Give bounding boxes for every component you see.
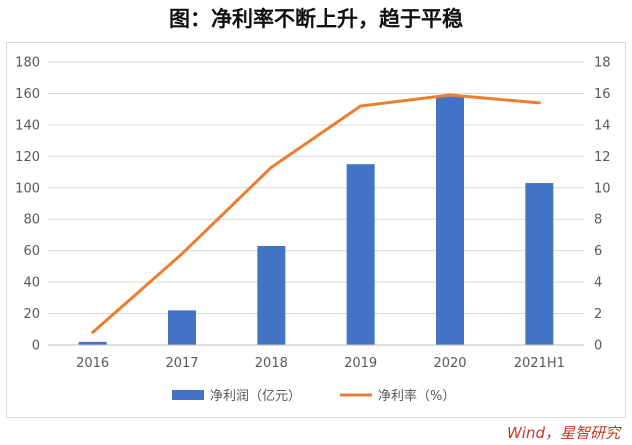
y-right-tick-label: 18 (594, 56, 611, 71)
bar (525, 183, 554, 345)
y-right-tick-label: 12 (594, 150, 611, 165)
y-left-tick-label: 40 (23, 276, 40, 291)
x-tick-label: 2016 (76, 356, 109, 371)
y-right-tick-label: 10 (594, 181, 611, 196)
line-series (91, 93, 541, 334)
y-right-tick-label: 0 (594, 339, 602, 354)
legend-label-line: 净利率（%） (378, 388, 455, 404)
y-right-tick-label: 4 (594, 276, 602, 291)
y-right-tick-label: 2 (594, 307, 602, 322)
y-left-tick-label: 180 (15, 56, 40, 71)
y-left-tick-label: 100 (15, 181, 40, 196)
axes: 0 20 40 60 80 100 120 140 160 180 0 2 4 6 8 10 12 14 16 18 2… (15, 56, 610, 372)
legend: 净利润（亿元） 净利率（%） (172, 388, 455, 404)
y-left-tick-label: 60 (23, 244, 40, 259)
bar (257, 245, 286, 345)
bar (346, 164, 375, 345)
line-path (91, 93, 541, 334)
x-tick-label: 2017 (165, 356, 198, 371)
y-left-tick-label: 140 (15, 118, 40, 133)
y-right-tick-label: 14 (594, 118, 611, 133)
bar-series (78, 96, 554, 345)
y-left-tick-label: 20 (23, 307, 40, 322)
y-left-tick-label: 120 (15, 150, 40, 165)
x-tick-label: 2021H1 (514, 356, 565, 371)
y-right-tick-label: 6 (594, 244, 602, 259)
y-right-tick-label: 16 (594, 87, 611, 102)
bar (436, 96, 464, 345)
x-tick-label: 2019 (344, 356, 377, 371)
legend-swatch-bar (172, 390, 204, 400)
bar (168, 310, 196, 345)
bar (78, 341, 107, 345)
source-credit: Wind，星智研究 (506, 424, 620, 442)
chart-frame (6, 42, 626, 418)
y-left-tick-label: 0 (32, 339, 40, 354)
legend-label-bar: 净利润（亿元） (210, 389, 301, 404)
x-tick-label: 2018 (255, 356, 288, 371)
gridlines (48, 61, 584, 346)
chart-title: 图：净利率不断上升，趋于平稳 (169, 7, 463, 31)
x-tick-label: 2020 (433, 356, 466, 371)
y-right-tick-label: 8 (594, 213, 602, 228)
y-left-tick-label: 160 (15, 87, 40, 102)
y-left-tick-label: 80 (23, 213, 40, 228)
